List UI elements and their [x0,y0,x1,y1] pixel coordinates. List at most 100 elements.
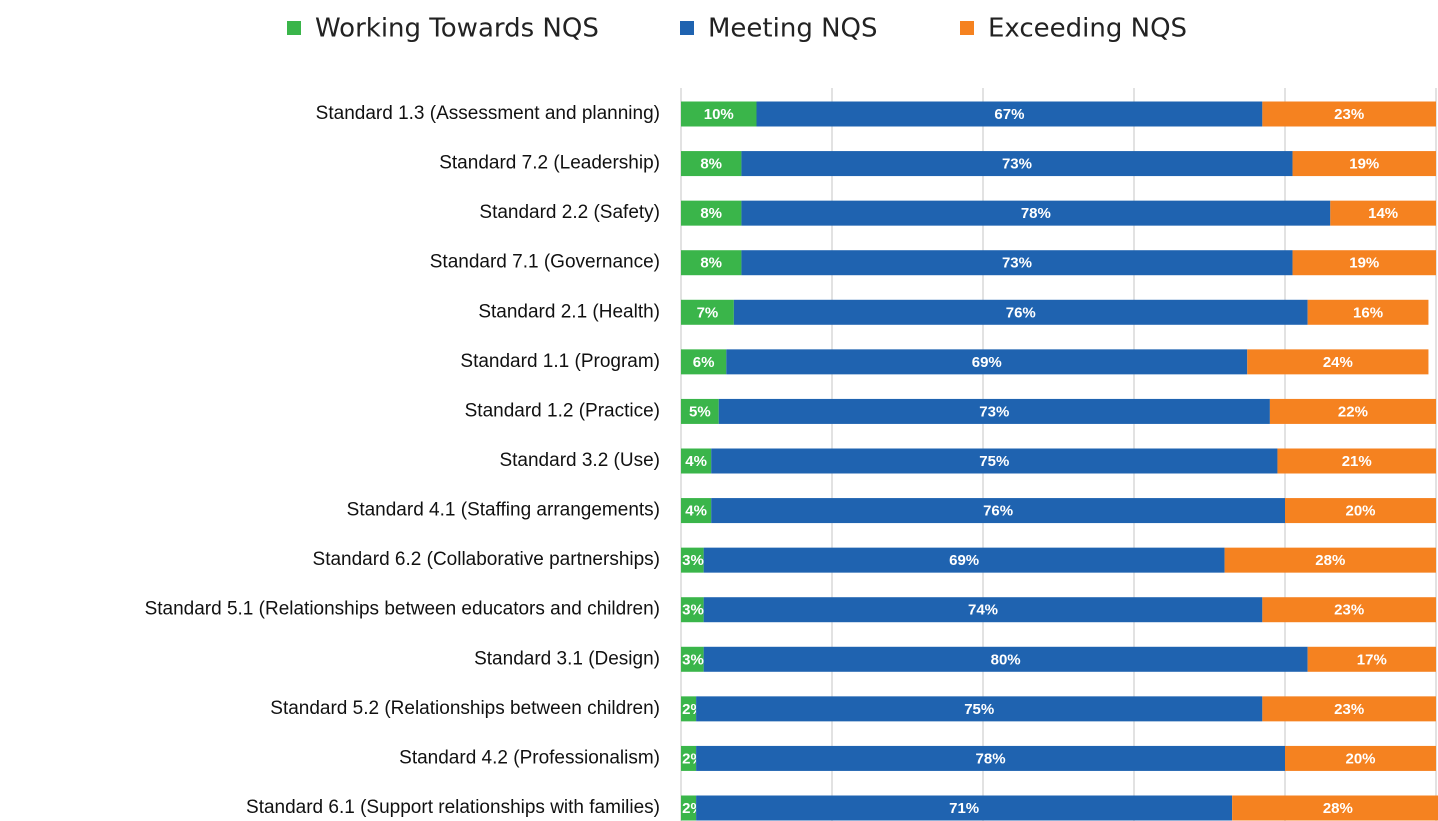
category-label: Standard 4.1 (Staffing arrangements) [347,500,660,521]
bar-segment [718,398,1270,424]
data-label: 19% [1349,255,1379,272]
bar-segment [1232,795,1438,821]
bar-segment [703,597,1263,623]
category-label: Standard 4.2 (Professionalism) [399,747,660,768]
bar-segment [681,745,697,771]
category-label: Standard 5.1 (Relationships between educ… [145,599,660,620]
data-label: 4% [685,453,707,470]
data-label: 21% [1342,453,1372,470]
data-label: 16% [1353,304,1383,321]
bar-segment [681,646,704,672]
data-label: 76% [983,503,1013,520]
category-label: Standard 7.1 (Governance) [430,252,660,273]
bar-segment [1285,498,1436,524]
bar-segment [1262,597,1436,623]
data-label: 23% [1334,701,1364,718]
bar-segment [1292,250,1436,276]
data-label: 8% [700,156,722,173]
data-label: 6% [693,354,715,371]
data-label: 10% [704,106,734,123]
data-label: 78% [1021,205,1051,222]
bar-segment [681,696,697,722]
bar-segment [681,151,742,177]
bar-segment [681,250,742,276]
category-label: Standard 7.2 (Leadership) [439,153,660,174]
bar-segment [1307,299,1429,325]
bar-segment [1277,448,1436,474]
data-label: 69% [972,354,1002,371]
category-label: Standard 6.1 (Support relationships with… [246,797,660,818]
bar-segment [1285,745,1436,771]
data-label: 69% [949,552,979,569]
legend-label: Exceeding NQS [988,14,1187,44]
data-label: 7% [697,304,719,321]
data-label: 71% [949,800,979,817]
data-label: 17% [1357,651,1387,668]
data-label: 23% [1334,602,1364,619]
bar-segment [1307,646,1436,672]
data-label: 28% [1315,552,1345,569]
data-label: 73% [1002,255,1032,272]
bar-segment [681,795,697,821]
bar-segment [681,200,742,226]
bar-segment [703,547,1225,573]
bar-segment [741,151,1293,177]
legend-swatch [960,21,974,35]
data-label: 67% [994,106,1024,123]
data-label: 3% [682,552,704,569]
data-label: 3% [682,602,704,619]
bar-segment [741,200,1331,226]
bar-segment [733,299,1308,325]
data-label: 14% [1368,205,1398,222]
bar-segment [1292,151,1436,177]
category-label: Standard 3.1 (Design) [474,648,660,669]
bar-segment [681,101,757,127]
bar-segment [681,299,734,325]
bar-segment [681,547,704,573]
bar-segment [741,250,1293,276]
bar-segment [1269,398,1436,424]
bar-segment [703,646,1308,672]
legend-label: Working Towards NQS [315,14,599,44]
data-label: 73% [979,403,1009,420]
category-label: Standard 2.1 (Health) [478,301,660,322]
category-label: Standard 3.2 (Use) [499,450,660,471]
bar-segment [726,349,1248,375]
data-label: 8% [700,255,722,272]
bar-segment [696,795,1233,821]
bar-segment [681,498,712,524]
bar-segment [1224,547,1436,573]
data-label: 75% [979,453,1009,470]
data-label: 4% [685,503,707,520]
category-label: Standard 5.2 (Relationships between chil… [270,698,660,719]
data-label: 20% [1345,750,1375,767]
category-label: Standard 2.2 (Safety) [479,202,660,223]
legend-label: Meeting NQS [708,14,878,44]
data-label: 78% [976,750,1006,767]
bar-segment [1262,101,1436,127]
bar-segment [1330,200,1436,226]
bar-segment [1247,349,1429,375]
data-label: 24% [1323,354,1353,371]
bar-segment [696,696,1263,722]
data-label: 28% [1323,800,1353,817]
category-label: Standard 1.2 (Practice) [465,400,660,421]
data-label: 3% [682,651,704,668]
data-label: 74% [968,602,998,619]
bar-segment [756,101,1263,127]
category-label: Standard 6.2 (Collaborative partnerships… [313,549,660,570]
data-label: 19% [1349,156,1379,173]
legend-swatch [287,21,301,35]
legend-swatch [680,21,694,35]
data-label: 20% [1345,503,1375,520]
bar-segment [711,498,1285,524]
bar-segment [681,349,727,375]
category-label: Standard 1.3 (Assessment and planning) [316,103,660,124]
data-label: 73% [1002,156,1032,173]
data-label: 8% [700,205,722,222]
bar-segment [711,448,1278,474]
data-label: 76% [1006,304,1036,321]
data-label: 22% [1338,403,1368,420]
bar-segment [696,745,1285,771]
